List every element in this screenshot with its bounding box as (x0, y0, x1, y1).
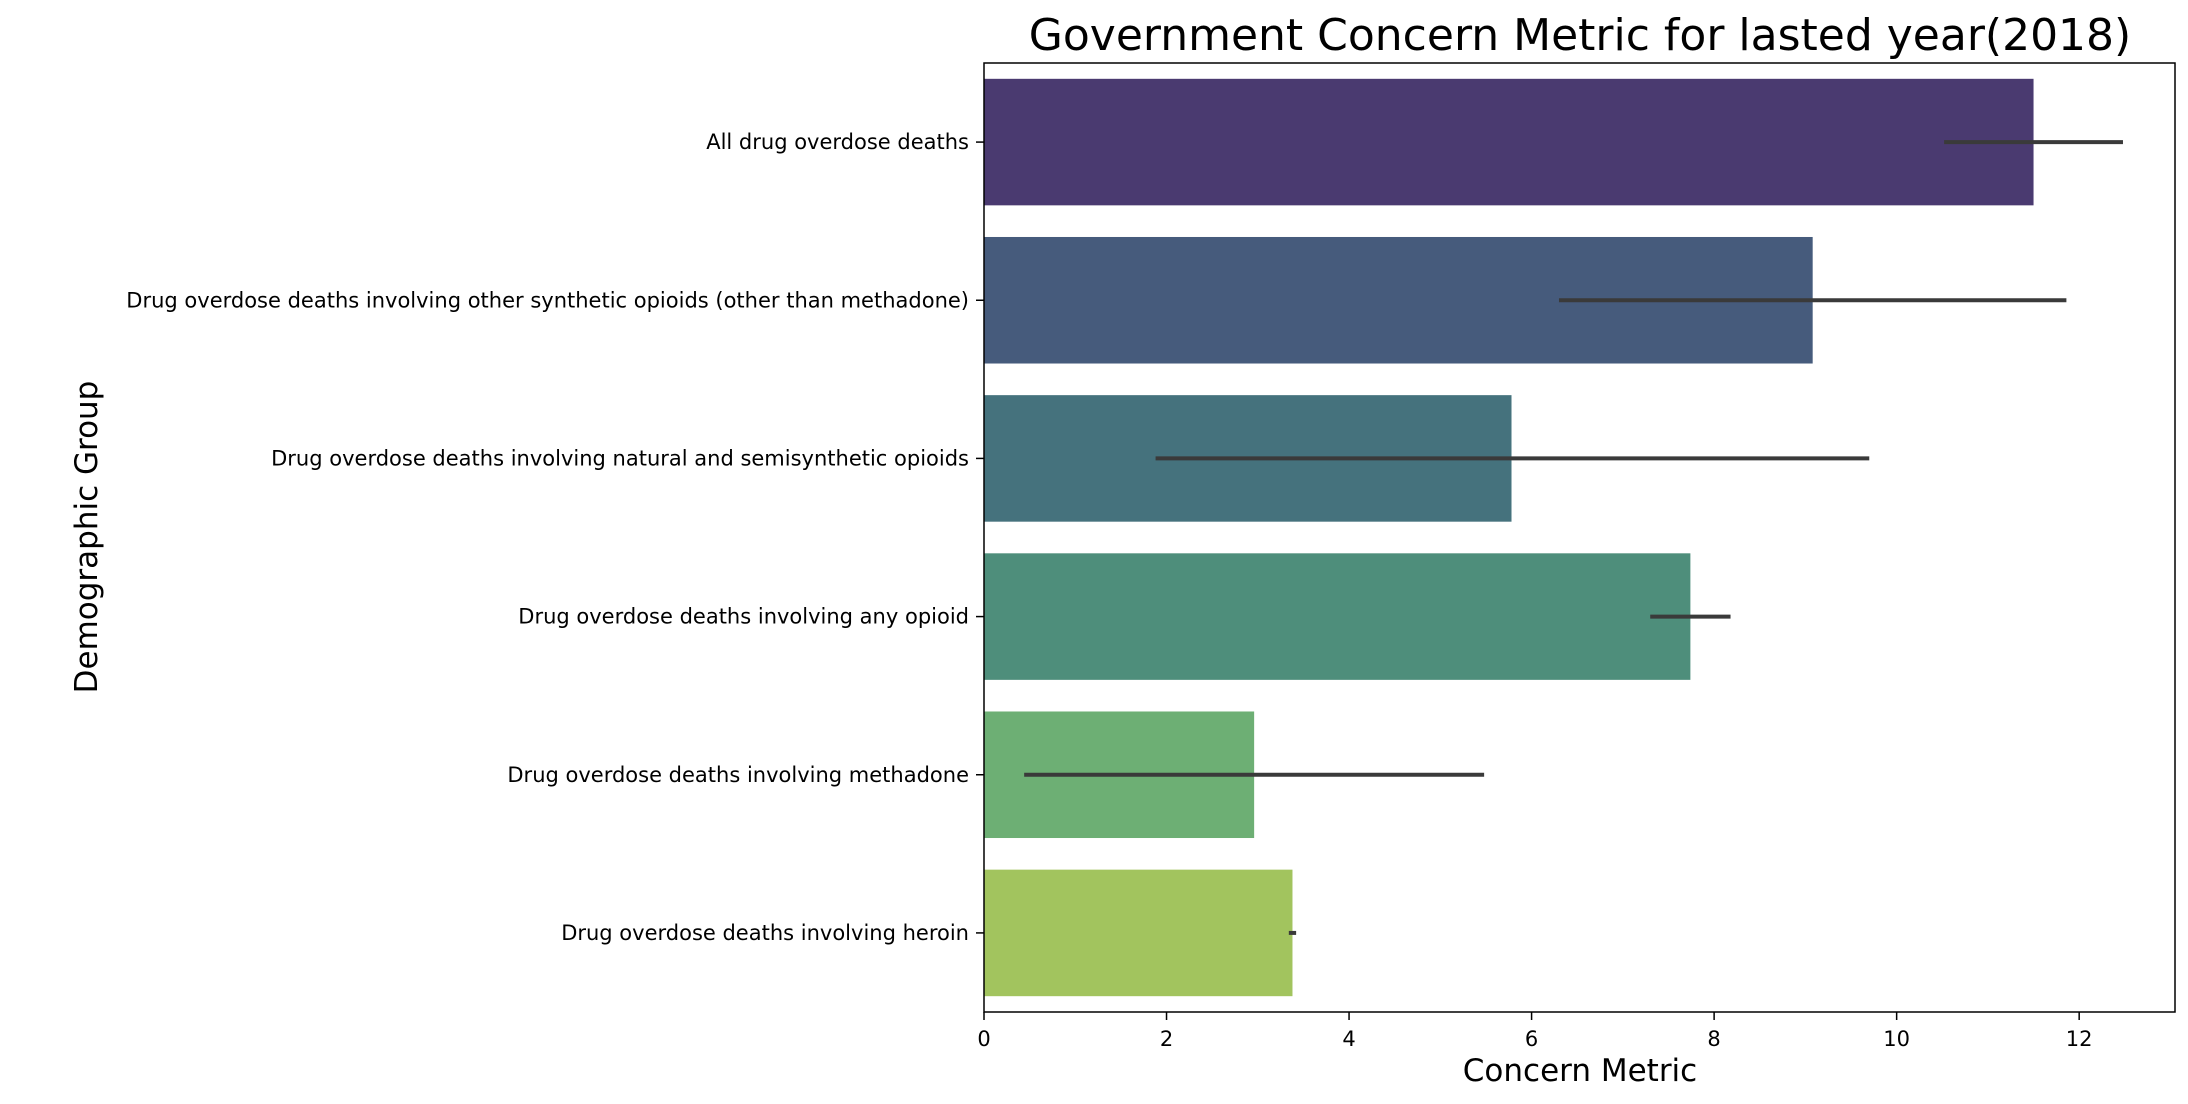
x-tick-label: 0 (977, 1027, 990, 1051)
y-category-label: Drug overdose deaths involving any opioi… (518, 605, 969, 629)
y-category-label: Drug overdose deaths involving heroin (561, 921, 969, 945)
bar (984, 869, 1293, 997)
x-axis-label: Concern Metric (1463, 1053, 1697, 1089)
bars-layer (984, 78, 2034, 997)
plot-area-frame (983, 62, 2176, 1013)
y-category-label: All drug overdose deaths (706, 130, 969, 154)
x-tick-label: 2 (1160, 1027, 1173, 1051)
x-axis-ticks: 0 2 4 6 8 10 12 (977, 1012, 2093, 1051)
error-bars-layer (1024, 140, 2123, 935)
y-category-label: Drug overdose deaths involving methadone (507, 763, 969, 787)
x-tick-label: 8 (1707, 1027, 1720, 1051)
y-category-label: Drug overdose deaths involving other syn… (126, 288, 969, 312)
bar (984, 78, 2034, 206)
y-category-label: Drug overdose deaths involving natural a… (271, 446, 969, 470)
x-tick-label: 10 (1883, 1027, 1910, 1051)
chart-title: Government Concern Metric for lasted yea… (1029, 10, 2131, 61)
y-axis-category-labels: All drug overdose deaths Drug overdose de… (126, 130, 984, 945)
x-tick-label: 4 (1342, 1027, 1355, 1051)
y-axis-label: Demographic Group (69, 381, 105, 694)
x-tick-label: 12 (2066, 1027, 2093, 1051)
bar (984, 553, 1691, 680)
x-tick-label: 6 (1525, 1027, 1538, 1051)
